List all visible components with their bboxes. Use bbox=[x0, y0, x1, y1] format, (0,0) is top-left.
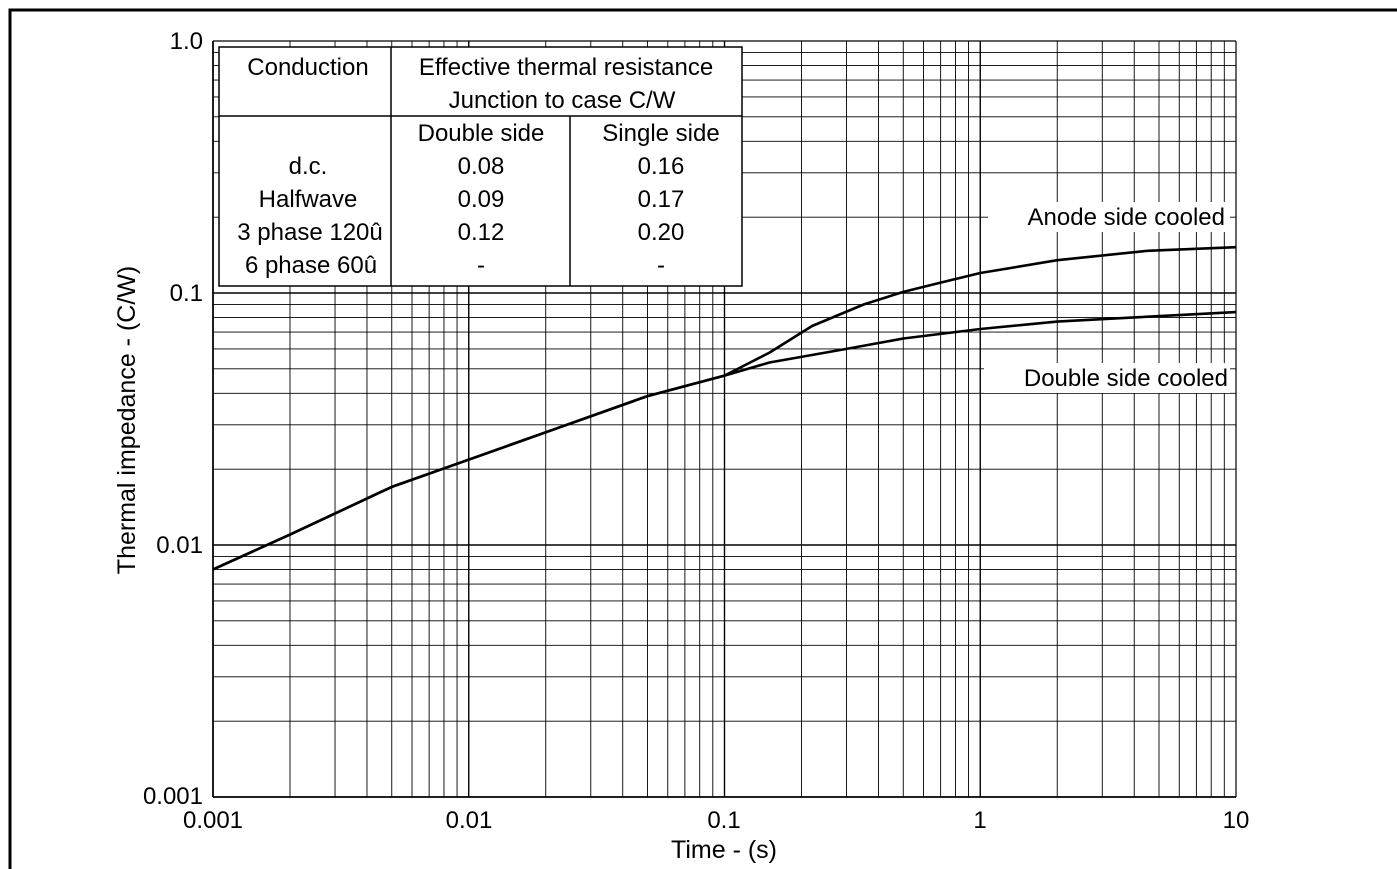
table-row-label: 6 phase 60û bbox=[245, 252, 377, 279]
annotation-background bbox=[984, 363, 1230, 393]
series-annotations: Anode side cooled Double side cooled bbox=[984, 202, 1230, 393]
table-row-label: d.c. bbox=[289, 153, 328, 180]
x-tick-label: 0.001 bbox=[183, 807, 243, 834]
y-tick-label: 0.001 bbox=[143, 783, 203, 810]
x-tick-label: 1 bbox=[973, 807, 986, 834]
x-tick-label: 0.1 bbox=[707, 807, 740, 834]
y-tick-label: 1.0 bbox=[170, 28, 203, 55]
y-tick-label: 0.01 bbox=[156, 532, 203, 559]
table-header-resistance: Effective thermal resistance bbox=[419, 54, 713, 81]
series-label-double: Double side cooled bbox=[1024, 365, 1228, 392]
double-side-cooled-curve bbox=[212, 310, 1237, 571]
annotation-background bbox=[988, 202, 1230, 232]
table-row-label: Halfwave bbox=[259, 186, 358, 213]
y-tick-labels: 0.001 0.01 0.1 1.0 bbox=[143, 28, 203, 810]
table-cell-single: - bbox=[657, 252, 665, 279]
table-cell-double: 0.12 bbox=[458, 219, 505, 246]
table-header-resistance-sub: Junction to case C/W bbox=[449, 87, 676, 114]
x-tick-label: 10 bbox=[1223, 807, 1250, 834]
table-background bbox=[218, 46, 743, 287]
series-label-anode: Anode side cooled bbox=[1028, 204, 1225, 231]
page-border bbox=[8, 8, 1397, 869]
conduction-table: Conduction Effective thermal resistance … bbox=[218, 46, 743, 287]
table-cell-double: 0.09 bbox=[458, 186, 505, 213]
table-cell-single: 0.20 bbox=[638, 219, 685, 246]
x-axis-title: Time - (s) bbox=[671, 836, 777, 864]
table-header-conduction: Conduction bbox=[247, 54, 368, 81]
x-tick-labels: 0.001 0.01 0.1 1 10 bbox=[183, 807, 1249, 834]
table-cell-double: - bbox=[477, 252, 485, 279]
y-tick-label: 0.1 bbox=[170, 280, 203, 307]
table-col-double: Double side bbox=[418, 120, 545, 147]
table-col-single: Single side bbox=[602, 120, 719, 147]
table-cell-single: 0.17 bbox=[638, 186, 685, 213]
table-cell-double: 0.08 bbox=[458, 153, 505, 180]
table-row-label: 3 phase 120û bbox=[237, 219, 382, 246]
x-tick-label: 0.01 bbox=[446, 807, 493, 834]
y-axis-title: Thermal impedance - (C/W) bbox=[113, 266, 141, 574]
series-layer bbox=[212, 245, 1237, 571]
table-cell-single: 0.16 bbox=[638, 153, 685, 180]
